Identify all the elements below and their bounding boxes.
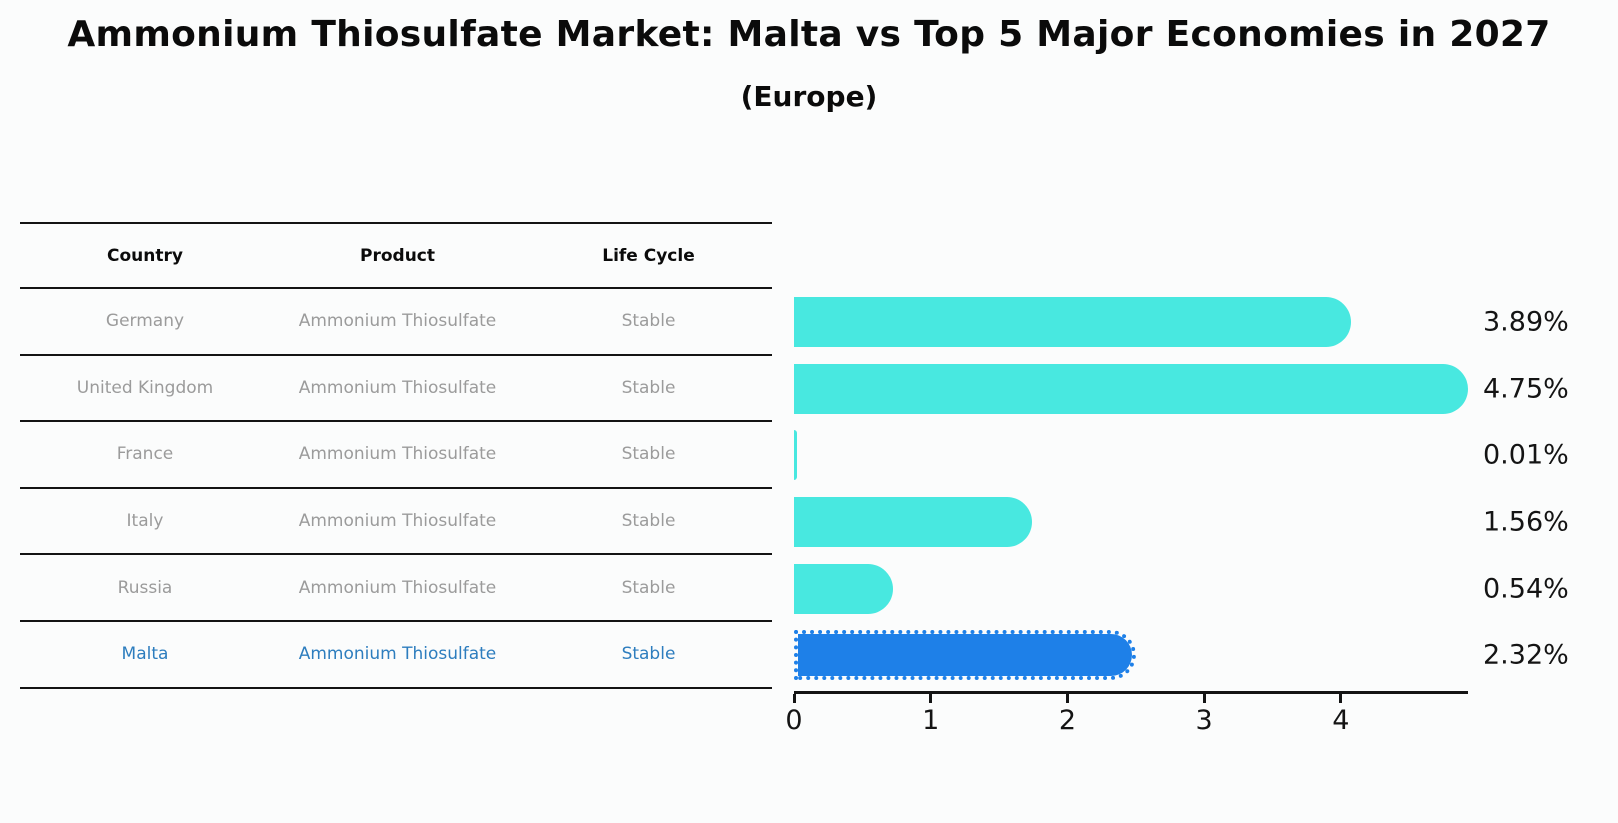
country-table: Country Product Life Cycle Germany Ammon… <box>20 222 772 689</box>
tick-label: 1 <box>922 705 940 736</box>
table-row-united-kingdom: United Kingdom Ammonium Thiosulfate Stab… <box>20 356 772 423</box>
table-row-italy: Italy Ammonium Thiosulfate Stable <box>20 489 772 556</box>
cell-country: Russia <box>117 577 173 598</box>
bar-row-italy: 1.56% <box>794 489 1569 556</box>
cell-country: United Kingdom <box>76 377 214 398</box>
tick-label: 0 <box>785 705 803 736</box>
tick-mark <box>929 694 933 703</box>
tick-mark <box>1202 694 1206 703</box>
column-header-country: Country <box>107 245 183 266</box>
column-header-lifecycle: Life Cycle <box>602 245 695 266</box>
table-row-france: France Ammonium Thiosulfate Stable <box>20 422 772 489</box>
bar-row-france: 0.01% <box>794 422 1569 489</box>
cell-product: Ammonium Thiosulfate <box>298 311 497 332</box>
chart-title: Ammonium Thiosulfate Market: Malta vs To… <box>67 14 1551 55</box>
cell-lifecycle: Stable <box>621 644 676 665</box>
cell-lifecycle: Stable <box>621 311 676 332</box>
value-label-italy: 1.56% <box>1483 506 1569 538</box>
table-row-germany: Germany Ammonium Thiosulfate Stable <box>20 289 772 356</box>
x-axis: 0 1 2 3 4 <box>785 691 1468 736</box>
tick-label: 3 <box>1195 705 1213 736</box>
cell-lifecycle: Stable <box>621 444 676 465</box>
cell-lifecycle: Stable <box>621 577 676 598</box>
bar-row-germany: 3.89% <box>794 289 1569 356</box>
value-label-russia: 0.54% <box>1483 573 1569 605</box>
cell-product: Ammonium Thiosulfate <box>298 377 497 398</box>
tick-mark <box>792 694 796 703</box>
bar-row-united-kingdom: 4.75% <box>794 356 1569 423</box>
value-label-united-kingdom: 4.75% <box>1483 373 1569 405</box>
bar-chart: 3.89% 4.75% 0.01% 1.56% 0.54% 2.32% 0 1 … <box>785 289 1569 736</box>
value-label-malta: 2.32% <box>1483 639 1569 671</box>
cell-product: Ammonium Thiosulfate <box>298 444 497 465</box>
cell-product: Ammonium Thiosulfate <box>298 644 497 665</box>
bar-italy <box>794 497 1033 548</box>
value-label-germany: 3.89% <box>1483 306 1569 338</box>
bar-row-russia: 0.54% <box>794 555 1569 622</box>
cell-lifecycle: Stable <box>621 511 676 532</box>
cell-product: Ammonium Thiosulfate <box>298 511 497 532</box>
table-row-malta-highlighted: Malta Ammonium Thiosulfate Stable <box>20 622 772 689</box>
tick-mark <box>1339 694 1343 703</box>
bar-row-malta: 2.32% <box>794 622 1569 689</box>
bar-malta-highlighted <box>794 630 1137 681</box>
column-header-product: Product <box>360 245 435 266</box>
table-row-russia: Russia Ammonium Thiosulfate Stable <box>20 555 772 622</box>
value-label-france: 0.01% <box>1483 439 1569 471</box>
bar-france <box>794 430 797 481</box>
cell-country: Germany <box>105 311 185 332</box>
tick-label: 4 <box>1332 705 1350 736</box>
cell-country: France <box>116 444 174 465</box>
cell-lifecycle: Stable <box>621 377 676 398</box>
bar-russia <box>794 563 893 614</box>
table-header-row: Country Product Life Cycle <box>20 222 772 289</box>
cell-country: Italy <box>126 511 164 532</box>
bar-united-kingdom <box>794 363 1469 414</box>
cell-product: Ammonium Thiosulfate <box>298 577 497 598</box>
tick-mark <box>1065 694 1069 703</box>
chart-subtitle: (Europe) <box>740 80 878 113</box>
bar-germany <box>794 297 1351 348</box>
tick-label: 2 <box>1058 705 1077 736</box>
cell-country: Malta <box>121 644 169 665</box>
